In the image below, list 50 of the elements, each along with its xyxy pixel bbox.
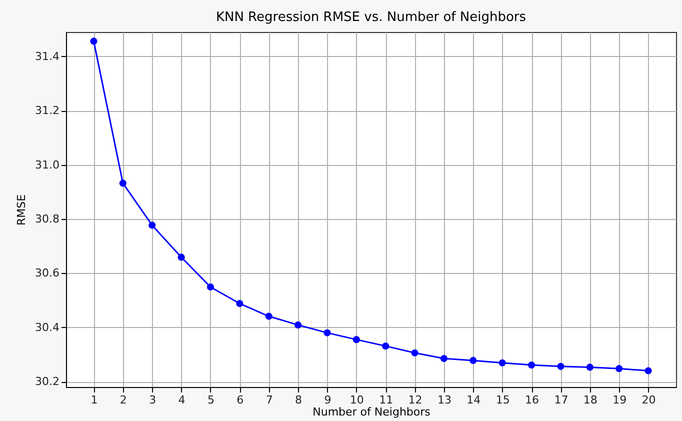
point	[498, 359, 506, 366]
point	[90, 38, 98, 45]
x-tick-label: 2	[120, 394, 127, 406]
point	[528, 362, 536, 369]
point	[470, 356, 477, 364]
x-tick-label: 8	[295, 394, 302, 406]
x-tick-label: 18	[583, 394, 598, 406]
point	[206, 283, 214, 291]
x-axis-title: Number of Neighbors	[312, 406, 431, 418]
y-tick-label: 31.0	[35, 158, 60, 172]
x-tick-label: 10	[350, 394, 364, 406]
y-tick-label: 31.2	[35, 104, 60, 118]
point	[148, 222, 156, 229]
x-tick-label: 11	[379, 394, 394, 406]
point	[236, 300, 244, 308]
point	[586, 364, 594, 371]
x-tick-label: 17	[554, 394, 568, 406]
point	[265, 312, 272, 320]
point	[644, 367, 652, 374]
x-tick-label: 15	[496, 394, 510, 406]
y-tick-label: 30.2	[35, 375, 60, 388]
x-tick-label: 1	[90, 394, 98, 406]
x-tick-label: 13	[437, 394, 452, 406]
point	[352, 336, 360, 344]
y-tick-label: 30.8	[35, 212, 60, 226]
point	[294, 321, 302, 328]
point	[557, 362, 564, 370]
point	[119, 180, 126, 187]
y-axis-title: RMSE	[15, 194, 28, 226]
chart-title: KNN Regression RMSE vs. Number of Neighbors	[216, 10, 526, 25]
y-tick-label: 30.4	[35, 320, 60, 334]
point	[411, 349, 418, 356]
x-tick-label: 7	[266, 394, 273, 406]
x-tick-label: 19	[612, 394, 627, 406]
point	[616, 365, 623, 372]
y-tick-label: 30.6	[35, 266, 60, 280]
point	[324, 329, 331, 336]
x-tick-label: 20	[642, 394, 656, 406]
y-tick-label: 31.4	[35, 50, 60, 63]
x-tick-label: 4	[178, 394, 186, 406]
x-tick-label: 9	[324, 394, 332, 406]
point	[382, 342, 390, 350]
x-tick-label: 5	[207, 394, 214, 406]
x-tick-label: 14	[466, 394, 481, 406]
point	[178, 254, 185, 261]
x-tick-label: 3	[149, 394, 156, 406]
x-tick-label: 16	[525, 394, 540, 406]
x-tick-label: 12	[408, 394, 422, 406]
point	[440, 355, 448, 362]
x-tick-label: 6	[236, 394, 244, 406]
